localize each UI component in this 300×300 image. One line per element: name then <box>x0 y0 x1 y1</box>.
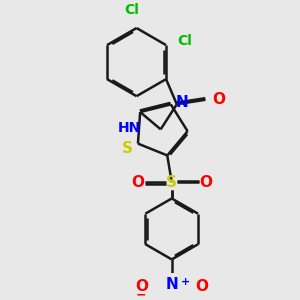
Text: O: O <box>196 279 209 294</box>
Text: S: S <box>122 141 133 156</box>
Text: N: N <box>165 278 178 292</box>
Text: O: O <box>199 175 212 190</box>
Text: +: + <box>181 278 190 287</box>
Text: S: S <box>166 175 177 190</box>
Text: HN: HN <box>118 121 141 135</box>
Text: Cl: Cl <box>124 3 140 17</box>
Text: O: O <box>135 279 148 294</box>
Text: Cl: Cl <box>177 34 192 48</box>
Text: O: O <box>212 92 225 107</box>
Text: O: O <box>131 175 144 190</box>
Text: −: − <box>136 289 146 300</box>
Text: N: N <box>176 95 189 110</box>
